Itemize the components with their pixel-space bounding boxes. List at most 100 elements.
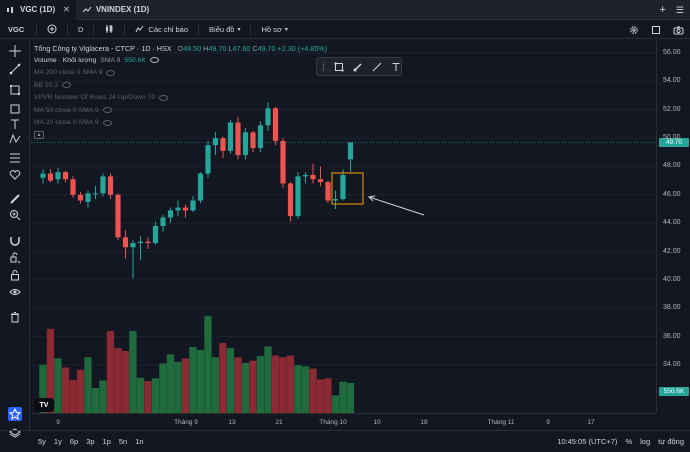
candle[interactable] [347,142,354,173]
arrow-line[interactable] [368,196,425,216]
candle[interactable] [340,169,346,201]
candle[interactable] [250,131,256,153]
clock[interactable]: 10:45:05 (UTC+7) [557,437,618,446]
candle[interactable] [40,169,46,184]
highlight-rectangle[interactable] [331,172,364,205]
candle[interactable] [182,204,189,218]
range-button-1y[interactable]: 1y [53,437,62,446]
candle[interactable] [130,240,136,279]
range-button-1n[interactable]: 1n [135,437,144,446]
price-scale[interactable]: 49.70 550.6K 56.00 54.00 52.00 50.00 48.00 46… [656,40,690,413]
range-button-5y[interactable]: 5y [38,437,46,446]
menu-icon[interactable]: ☰ [675,4,684,15]
candle[interactable] [70,176,76,198]
eye-off-icon[interactable] [102,107,112,114]
indicator-ma50[interactable]: MA 50 close 0 SMA 9 [34,104,327,117]
ruler-icon[interactable] [8,192,22,206]
profile-menu-button[interactable]: Hồ sơ ▾ [257,25,291,34]
candle[interactable] [100,173,106,197]
eye-icon[interactable] [8,285,22,299]
candle[interactable] [317,166,324,187]
indicator-ma200[interactable]: MA 200 close 0 SMA 9 [34,67,327,80]
eye-icon[interactable] [149,57,159,64]
symbol-title[interactable]: Tổng Công ty Viglacera - CTCP · 1D · HSX [34,43,172,53]
candle[interactable] [227,119,234,154]
indicator-ma20[interactable]: MA 20 close 0 SMA 9 [34,117,327,130]
symbol-search[interactable]: VGC [8,24,25,34]
fib-icon[interactable] [8,151,22,165]
bar-style-button[interactable] [100,24,118,34]
candle[interactable] [85,190,91,208]
indicator-vpvr[interactable]: VPVR Number Of Rows 24 Up/Down 70 [34,92,327,105]
favorites-star-icon[interactable] [8,407,22,421]
pattern-icon[interactable] [8,132,22,146]
chart-pane[interactable] [31,40,656,413]
gear-icon[interactable] [629,25,639,35]
candle[interactable] [152,221,159,245]
compare-button[interactable] [43,24,61,34]
heart-icon[interactable] [8,168,22,182]
rectangle-icon[interactable] [334,61,345,72]
candle[interactable] [212,132,219,156]
range-button-3p[interactable]: 3p [86,437,95,446]
drag-handle[interactable] [323,62,326,71]
candle[interactable] [332,190,339,209]
time-scale[interactable]: 9 Tháng 9 13 21 Tháng 10 10 18 Tháng 11 9 17 [31,413,656,430]
chart-menu-button[interactable]: Biểu đồ ▾ [205,25,244,34]
crosshair-icon[interactable] [8,44,22,58]
magnet-icon[interactable] [8,233,22,247]
rectangle-icon[interactable] [8,102,22,116]
fullscreen-icon[interactable] [651,25,661,35]
candle[interactable] [167,207,174,224]
text-icon[interactable] [390,61,401,72]
candle[interactable] [287,182,294,222]
tab-vnindex[interactable]: VNINDEX (1D) [76,0,155,20]
percent-toggle[interactable]: % [625,437,633,446]
candle[interactable] [257,121,264,153]
lock-icon[interactable] [8,268,22,282]
trend-line-icon[interactable] [8,62,22,76]
indicator-bb[interactable]: BB 20 2 [34,79,327,92]
candle[interactable] [242,128,249,160]
eye-off-icon[interactable] [62,82,72,89]
indicator-volume[interactable]: Volume · Khối lượng SMA 9 550.6K [34,54,327,67]
eye-off-icon[interactable] [106,69,116,76]
close-icon[interactable]: ✕ [63,5,70,14]
indicators-button[interactable]: Các chỉ báo [131,24,192,34]
tab-vgc[interactable]: VGC (1D) ✕ [0,0,76,20]
eye-off-icon[interactable] [102,119,112,126]
candle[interactable] [302,172,309,184]
add-tab-icon[interactable]: + [659,4,666,16]
candle[interactable] [115,193,121,241]
camera-icon[interactable] [673,25,684,35]
candle[interactable] [47,169,54,183]
range-button-6p[interactable]: 6p [69,437,79,446]
interval-button[interactable]: D [78,24,84,34]
rectangle-tool-icon[interactable] [8,83,22,97]
auto-scale-toggle[interactable]: tự động [658,437,684,446]
tradingview-logo[interactable]: TV [34,398,54,412]
candle[interactable] [92,186,99,200]
candle[interactable] [220,136,226,158]
price-chart[interactable] [31,40,656,413]
candle[interactable] [265,102,271,131]
range-button-5n[interactable]: 5n [118,437,128,446]
zoom-in-icon[interactable] [8,208,22,222]
range-button-1p[interactable]: 1p [102,437,111,446]
eye-off-icon[interactable] [159,94,169,101]
candle[interactable] [235,116,241,160]
layers-icon[interactable] [8,426,22,440]
collapse-legend-button[interactable]: ▴ [34,131,44,139]
candle[interactable] [55,167,61,184]
candle[interactable] [272,106,279,146]
log-toggle[interactable]: log [640,437,651,446]
candle[interactable] [205,140,211,178]
lock-drawings-icon[interactable] [8,251,22,265]
candle[interactable] [137,235,144,261]
candle[interactable] [62,170,69,183]
candle[interactable] [122,230,129,259]
trash-icon[interactable] [8,310,22,324]
candle[interactable] [190,196,196,212]
candle[interactable] [295,172,301,219]
brush-icon[interactable] [353,61,364,72]
